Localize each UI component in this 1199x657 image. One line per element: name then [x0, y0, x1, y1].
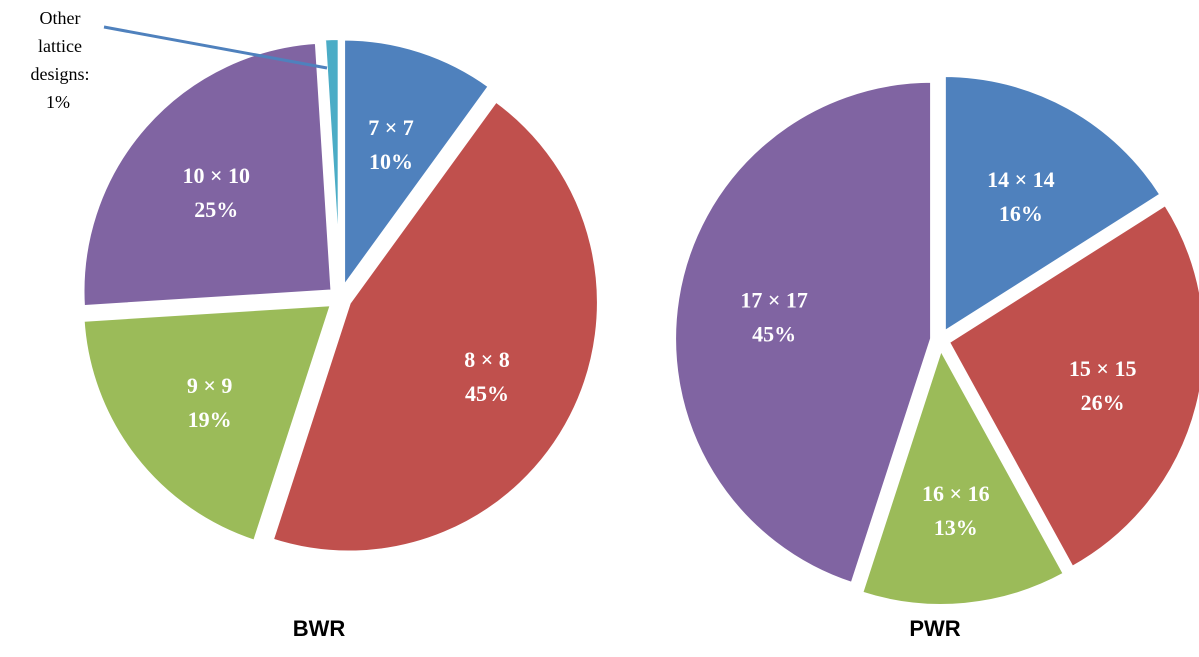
pwr-slice-label-15-x-15: 15 × 15 [1069, 356, 1137, 381]
pwr-slice-value-16-x-16: 13% [934, 515, 978, 540]
bwr-slice-9-x-9 [80, 301, 335, 545]
bwr-slice-10-x-10 [80, 39, 335, 310]
pwr-slice-17-x-17 [672, 78, 935, 587]
bwr-slice-8-x-8 [269, 97, 601, 555]
pwr-slice-value-15-x-15: 26% [1081, 390, 1125, 415]
pwr-slice-value-14-x-14: 16% [999, 201, 1043, 226]
bwr-slice-7-x-7 [341, 36, 493, 295]
pwr-slice-label-17-x-17: 17 × 17 [740, 288, 808, 313]
bwr-callout-value: 1% [46, 92, 70, 112]
pwr-slice-value-17-x-17: 45% [752, 322, 796, 347]
bwr-slice-label-9-x-9: 9 × 9 [187, 373, 233, 398]
bwr-slice-value-9-x-9: 19% [188, 407, 232, 432]
bwr-slice-label-7-x-7: 7 × 7 [368, 115, 414, 140]
bwr-callout-line3: designs: [30, 64, 89, 84]
pwr-chart-title: PWR [909, 616, 960, 641]
pie-pwr: 14 × 14 16% 15 × 15 26% 16 × 16 13% 17 × 17 45% [672, 72, 1199, 608]
pie-bwr: 7 × 7 10% 8 × 8 45% 9 × 9 19% 10 × 10 25% [80, 36, 601, 555]
pwr-slice-16-x-16 [858, 342, 1068, 608]
pwr-slice-label-16-x-16: 16 × 16 [922, 481, 990, 506]
pwr-slice-14-x-14 [941, 72, 1165, 337]
bwr-callout-line1: Other [40, 8, 81, 28]
bwr-callout-line2: lattice [38, 36, 82, 56]
bwr-chart-title: BWR [293, 616, 346, 641]
pwr-slice-15-x-15 [945, 200, 1199, 571]
bwr-slice-label-10-x-10: 10 × 10 [182, 163, 250, 188]
pwr-slice-label-14-x-14: 14 × 14 [987, 167, 1055, 192]
bwr-slice-value-10-x-10: 25% [194, 197, 238, 222]
bwr-slice-label-8-x-8: 8 × 8 [464, 347, 510, 372]
bwr-slice-other-lattice-designs [321, 36, 342, 289]
bwr-slice-value-7-x-7: 10% [369, 149, 413, 174]
bwr-callout-leader-line [103, 25, 328, 70]
bwr-slice-value-8-x-8: 45% [465, 381, 509, 406]
